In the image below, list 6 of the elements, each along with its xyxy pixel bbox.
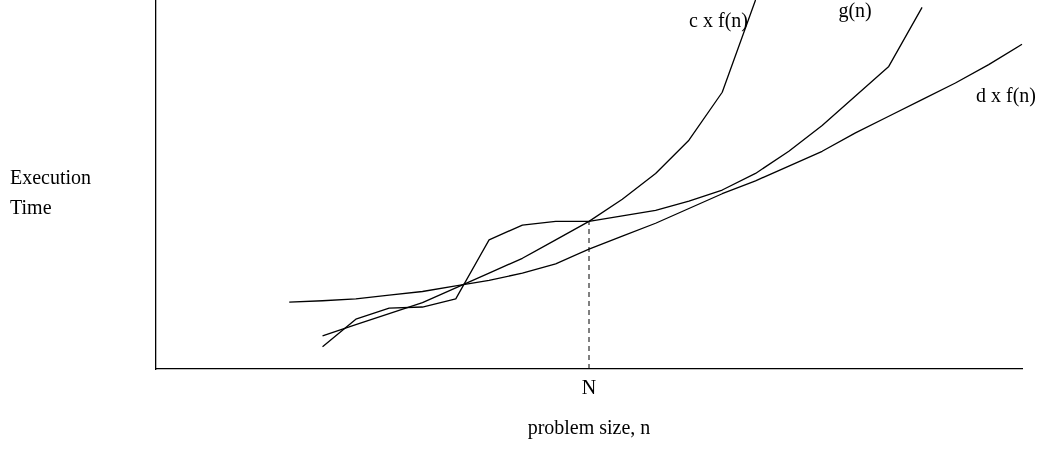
series-label: g(n) <box>838 0 872 22</box>
series-label: d x f(n) <box>976 83 1036 107</box>
y-axis-title: Execution Time <box>10 166 92 219</box>
series-label: c x f(n) <box>689 9 748 33</box>
text: N <box>581 376 597 399</box>
x-axis-title: problem size, n <box>527 416 651 440</box>
